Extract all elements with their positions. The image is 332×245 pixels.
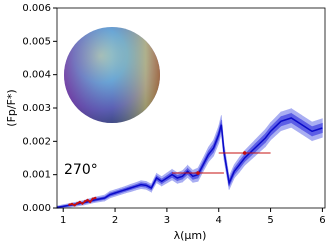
planet-sphere bbox=[64, 27, 160, 123]
y-tick-label: 0.002 bbox=[22, 136, 51, 147]
spectrum-point bbox=[68, 203, 71, 206]
spectrum-point bbox=[86, 198, 89, 202]
spectrum-point bbox=[78, 200, 82, 204]
photometry-point bbox=[242, 151, 247, 155]
spectrum-point bbox=[88, 200, 92, 204]
y-tick-label: 0.005 bbox=[22, 36, 51, 47]
spectrum-point bbox=[91, 197, 94, 200]
plot-frame bbox=[56, 7, 326, 209]
x-axis-label: λ(μm) bbox=[174, 229, 207, 242]
phase-annotation: 270° bbox=[64, 162, 98, 178]
spectrum-point bbox=[83, 200, 87, 203]
y-tick-label: 0.006 bbox=[22, 3, 51, 14]
y-tick-label: 0.004 bbox=[22, 70, 51, 81]
x-tick-label: 5 bbox=[267, 215, 273, 226]
photometry-point bbox=[196, 171, 200, 175]
y-axis-label: (Fp/F*) bbox=[5, 89, 18, 126]
x-tick-label: 3 bbox=[164, 215, 170, 226]
spectrum-point bbox=[76, 202, 79, 205]
x-tick-label: 1 bbox=[60, 215, 66, 226]
y-tick-label: 0.003 bbox=[22, 103, 51, 114]
spectrum-point bbox=[70, 202, 74, 206]
plot-area bbox=[56, 108, 323, 210]
spectrum-point bbox=[94, 196, 97, 200]
x-tick-label: 4 bbox=[216, 215, 222, 226]
x-tick-label: 2 bbox=[112, 215, 118, 226]
y-tick-label: 0.000 bbox=[22, 203, 51, 214]
spectrum-point bbox=[81, 202, 84, 205]
model-line bbox=[56, 117, 323, 209]
x-tick-label: 6 bbox=[319, 215, 325, 226]
y-tick-label: 0.001 bbox=[22, 170, 51, 181]
spectrum-point bbox=[73, 204, 76, 207]
